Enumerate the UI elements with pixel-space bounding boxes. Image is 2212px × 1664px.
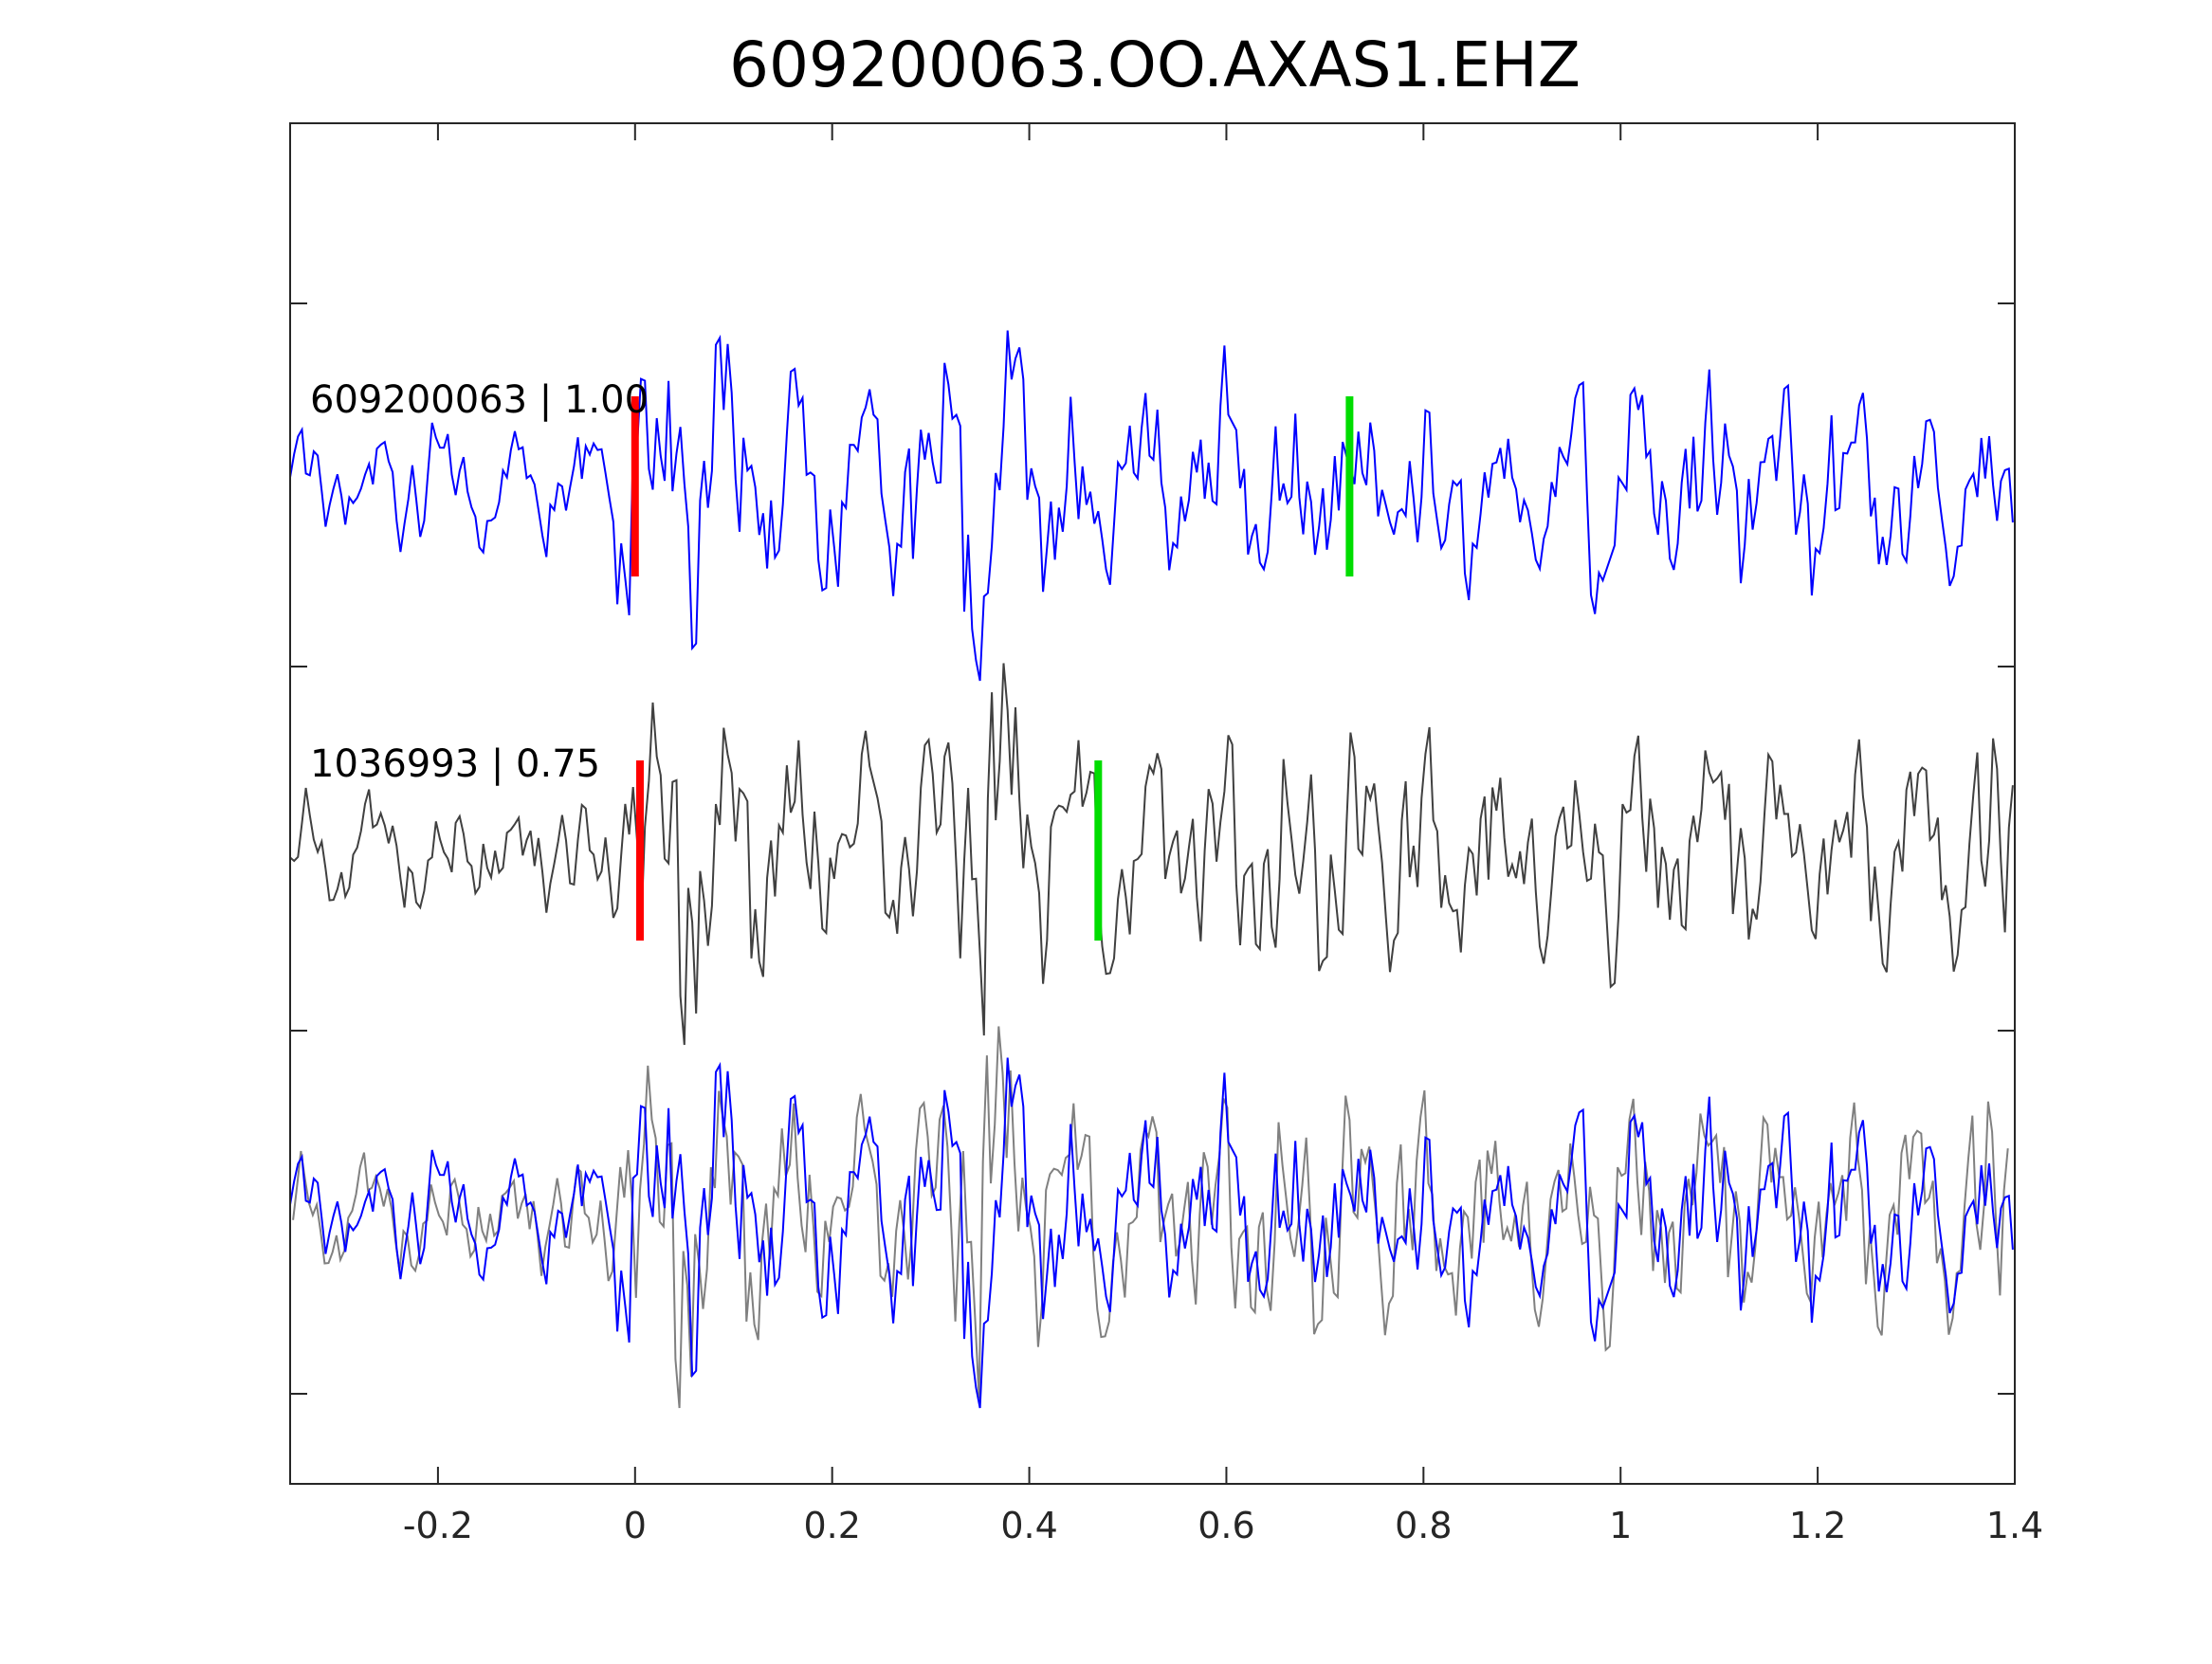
overlay-trace-1036993 <box>292 1026 2009 1409</box>
trace-609200063 <box>289 330 2014 682</box>
waveform-traces <box>289 330 2014 1409</box>
trace-labels: 609200063 | 1.00 1036993 | 0.75 <box>310 378 649 786</box>
overlay-trace-609200063 <box>289 1057 2014 1409</box>
x-tick-label: 0.2 <box>803 1505 860 1546</box>
axis-ticks: -0.2 0 0.2 0.4 0.6 0.8 1 1.2 1.4 <box>290 123 2043 1546</box>
x-tick-label: 1.2 <box>1789 1505 1846 1546</box>
x-tick-label: 0.4 <box>1000 1505 1057 1546</box>
phase-picks <box>631 396 1354 941</box>
trace-label: 1036993 | 0.75 <box>310 742 600 786</box>
x-tick-label: 1 <box>1609 1505 1632 1546</box>
trace-label: 609200063 | 1.00 <box>310 378 649 422</box>
x-tick-label: 0 <box>624 1505 647 1546</box>
plot-frame <box>289 122 2016 1485</box>
x-tick-label: 0.6 <box>1197 1505 1254 1546</box>
trace-1036993 <box>289 663 2014 1046</box>
x-tick-label: -0.2 <box>403 1505 473 1546</box>
x-tick-label: 1.4 <box>1986 1505 2043 1546</box>
x-tick-label: 0.8 <box>1395 1505 1452 1546</box>
chart-title: 609200063.OO.AXAS1.EHZ <box>729 28 1581 101</box>
